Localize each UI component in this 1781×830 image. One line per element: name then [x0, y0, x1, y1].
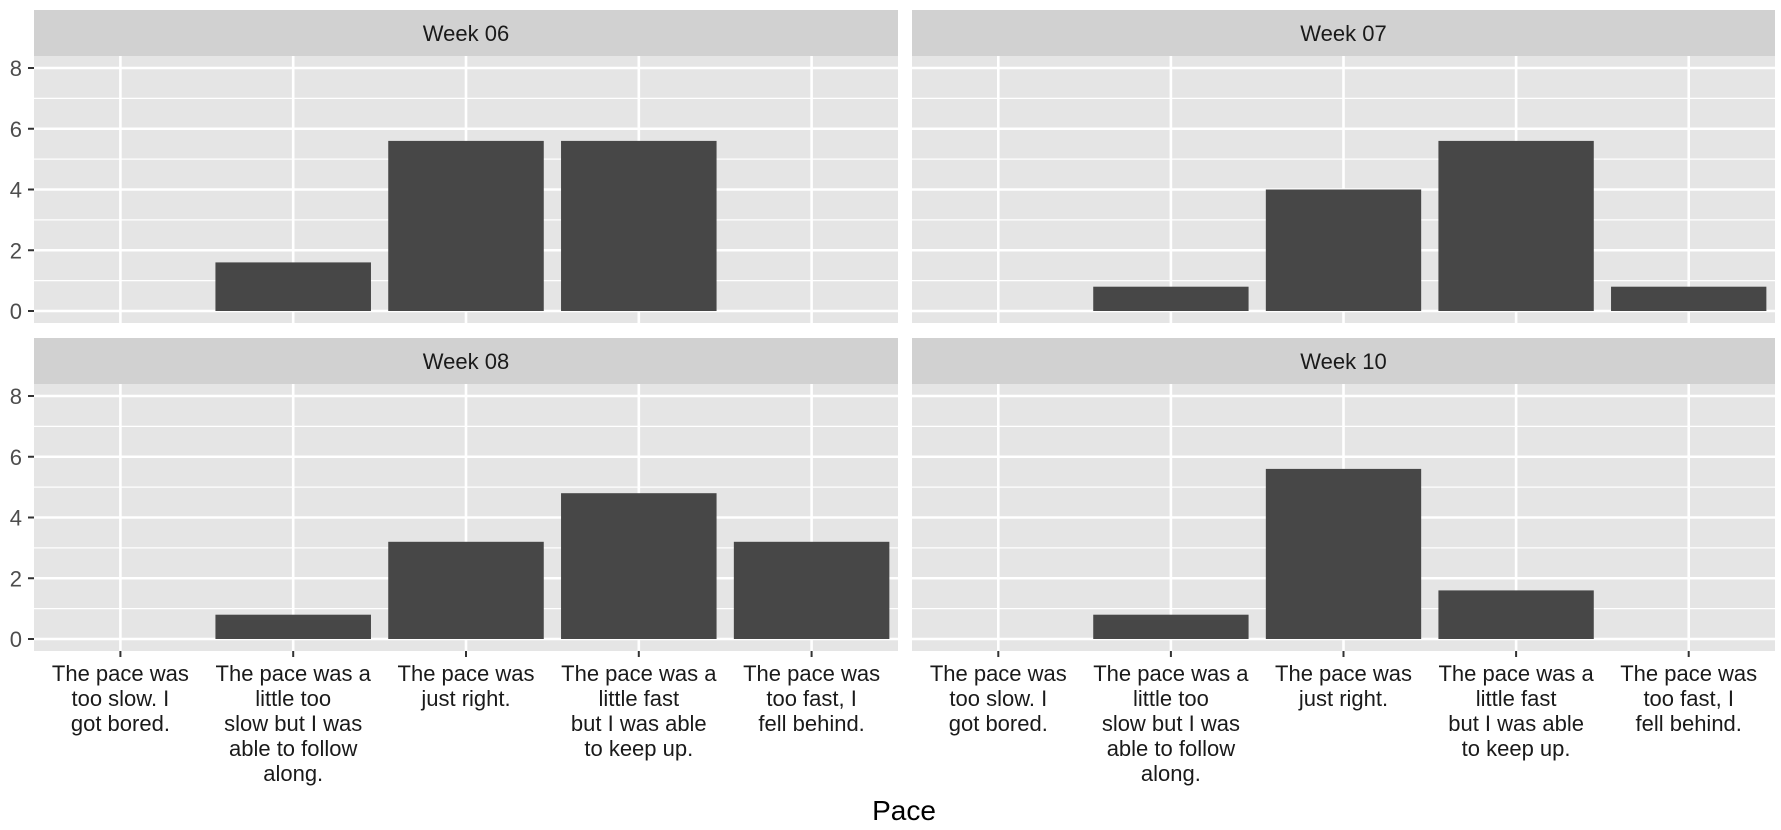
x-tick-label-4: The pace was a little fast but I was able t… [1438, 661, 1594, 761]
facet-title-week-08: Week 08 [423, 349, 509, 374]
x-tick-label-2: The pace was a little too slow but I was ab… [216, 661, 372, 786]
bar-week-08-cat-4 [561, 493, 717, 639]
facet-title-week-06: Week 06 [423, 21, 509, 46]
y-tick-label: 6 [10, 117, 22, 142]
x-tick-label-4: The pace was a little fast but I was able t… [561, 661, 717, 761]
bar-week-06-cat-2 [215, 262, 371, 311]
bar-week-10-cat-4 [1438, 590, 1594, 639]
y-tick-label: 0 [10, 627, 22, 652]
x-tick-label-line: along. [1141, 761, 1201, 786]
x-tick-label-line: able to follow [1107, 736, 1236, 761]
bar-week-07-cat-4 [1438, 140, 1594, 311]
bar-week-07-cat-3 [1265, 189, 1422, 311]
y-tick-label: 8 [10, 384, 22, 409]
x-tick-label-line: fell behind. [1635, 711, 1741, 736]
y-tick-label: 2 [10, 238, 22, 263]
x-tick-label-2: The pace was a little too slow but I was ab… [1093, 661, 1249, 786]
facet-title-week-07: Week 07 [1300, 21, 1386, 46]
x-tick-label-line: to keep up. [1462, 736, 1571, 761]
x-tick-label-line: The pace was [398, 661, 535, 686]
x-tick-label-line: but I was able [1448, 711, 1584, 736]
x-tick-label-line: got bored. [949, 711, 1048, 736]
x-tick-label-line: little fast [598, 686, 679, 711]
x-tick-label-3: The pace was just right. [1275, 661, 1412, 711]
facet-strip-week-10 [912, 338, 1775, 384]
bar-week-07-cat-2 [1093, 286, 1249, 311]
x-tick-label-line: just right. [1298, 686, 1388, 711]
facet-title-week-10: Week 10 [1300, 349, 1386, 374]
x-tick-label-3: The pace was just right. [398, 661, 535, 711]
bar-week-08-cat-3 [388, 541, 544, 639]
x-tick-label-line: little too [255, 686, 331, 711]
y-tick-label: 0 [10, 299, 22, 324]
bar-week-08-cat-2 [215, 614, 371, 639]
y-tick-label: 4 [10, 506, 22, 531]
x-tick-label-line: The pace was [743, 661, 880, 686]
bar-week-10-cat-2 [1093, 614, 1249, 639]
facet-strip-week-08 [34, 338, 898, 384]
x-tick-label-line: The pace was [930, 661, 1067, 686]
x-tick-label-line: The pace was a [561, 661, 717, 686]
x-tick-label-line: The pace was a [1438, 661, 1594, 686]
x-tick-label-line: too slow. I [71, 686, 169, 711]
bar-week-06-cat-3 [388, 140, 544, 311]
facet-strip-week-07 [912, 10, 1775, 56]
y-tick-label: 8 [10, 56, 22, 81]
bar-week-08-cat-5 [733, 541, 890, 639]
x-tick-label-line: The pace was [52, 661, 189, 686]
y-tick-label: 4 [10, 178, 22, 203]
x-tick-label-line: slow but I was [1102, 711, 1240, 736]
x-tick-label-line: little fast [1476, 686, 1557, 711]
x-tick-label-line: to keep up. [584, 736, 693, 761]
bar-week-07-cat-5 [1611, 286, 1767, 311]
facet-strip-week-06 [34, 10, 898, 56]
x-tick-label-line: just right. [420, 686, 510, 711]
x-tick-label-line: got bored. [71, 711, 170, 736]
x-tick-label-line: The pace was [1275, 661, 1412, 686]
x-tick-label-line: slow but I was [224, 711, 362, 736]
x-tick-label-line: too fast, I [1643, 686, 1734, 711]
x-tick-label-line: fell behind. [758, 711, 864, 736]
x-tick-label-line: too fast, I [766, 686, 857, 711]
x-tick-label-line: The pace was a [1093, 661, 1249, 686]
x-tick-label-line: little too [1133, 686, 1209, 711]
x-tick-label-line: The pace was a [216, 661, 372, 686]
x-tick-label-line: but I was able [571, 711, 707, 736]
y-tick-label: 6 [10, 445, 22, 470]
x-tick-label-line: The pace was [1620, 661, 1757, 686]
bar-week-10-cat-3 [1265, 468, 1422, 639]
x-tick-label-line: able to follow [229, 736, 358, 761]
bar-week-06-cat-4 [561, 140, 717, 311]
x-axis-title: Pace [872, 795, 936, 826]
x-tick-label-line: along. [263, 761, 323, 786]
y-tick-label: 2 [10, 566, 22, 591]
x-tick-label-line: too slow. I [949, 686, 1047, 711]
